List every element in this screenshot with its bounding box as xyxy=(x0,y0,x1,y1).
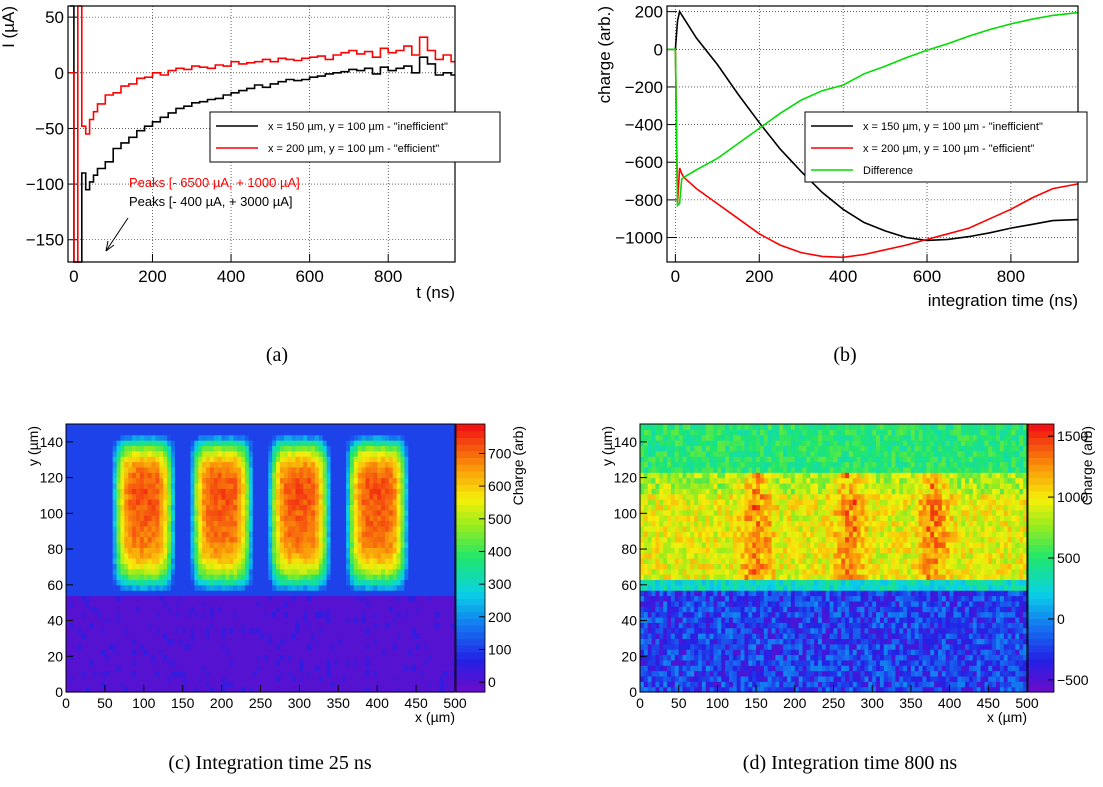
x-axis-label: t (ns) xyxy=(416,283,455,302)
x-tick-label: 800 xyxy=(374,267,402,286)
x-tick-label: 600 xyxy=(295,267,323,286)
x-tick-label: 0 xyxy=(69,267,78,286)
y-tick-label: 50 xyxy=(45,8,64,27)
y-tick-label: −50 xyxy=(35,119,64,138)
annotation-red-peaks: Peaks [- 6500 µA, + 1000 µA] xyxy=(129,175,300,190)
legend-entry: x = 150 µm, y = 100 µm - "inefficient" xyxy=(268,121,448,133)
annotation-arrowhead xyxy=(105,240,115,252)
y-tick-label: 0 xyxy=(55,64,64,83)
y-tick-label: −100 xyxy=(26,175,64,194)
annotation-black-peaks: Peaks [- 400 µA, + 3000 µA] xyxy=(129,194,293,209)
y-tick-label: −150 xyxy=(26,231,64,250)
annotation-arrow xyxy=(105,217,129,252)
x-tick-label: 200 xyxy=(138,267,166,286)
y-axis-label: I (µA) xyxy=(0,6,18,48)
x-tick-label: 400 xyxy=(217,267,245,286)
legend-entry: x = 200 µm, y = 100 µm - "efficient" xyxy=(268,143,439,155)
